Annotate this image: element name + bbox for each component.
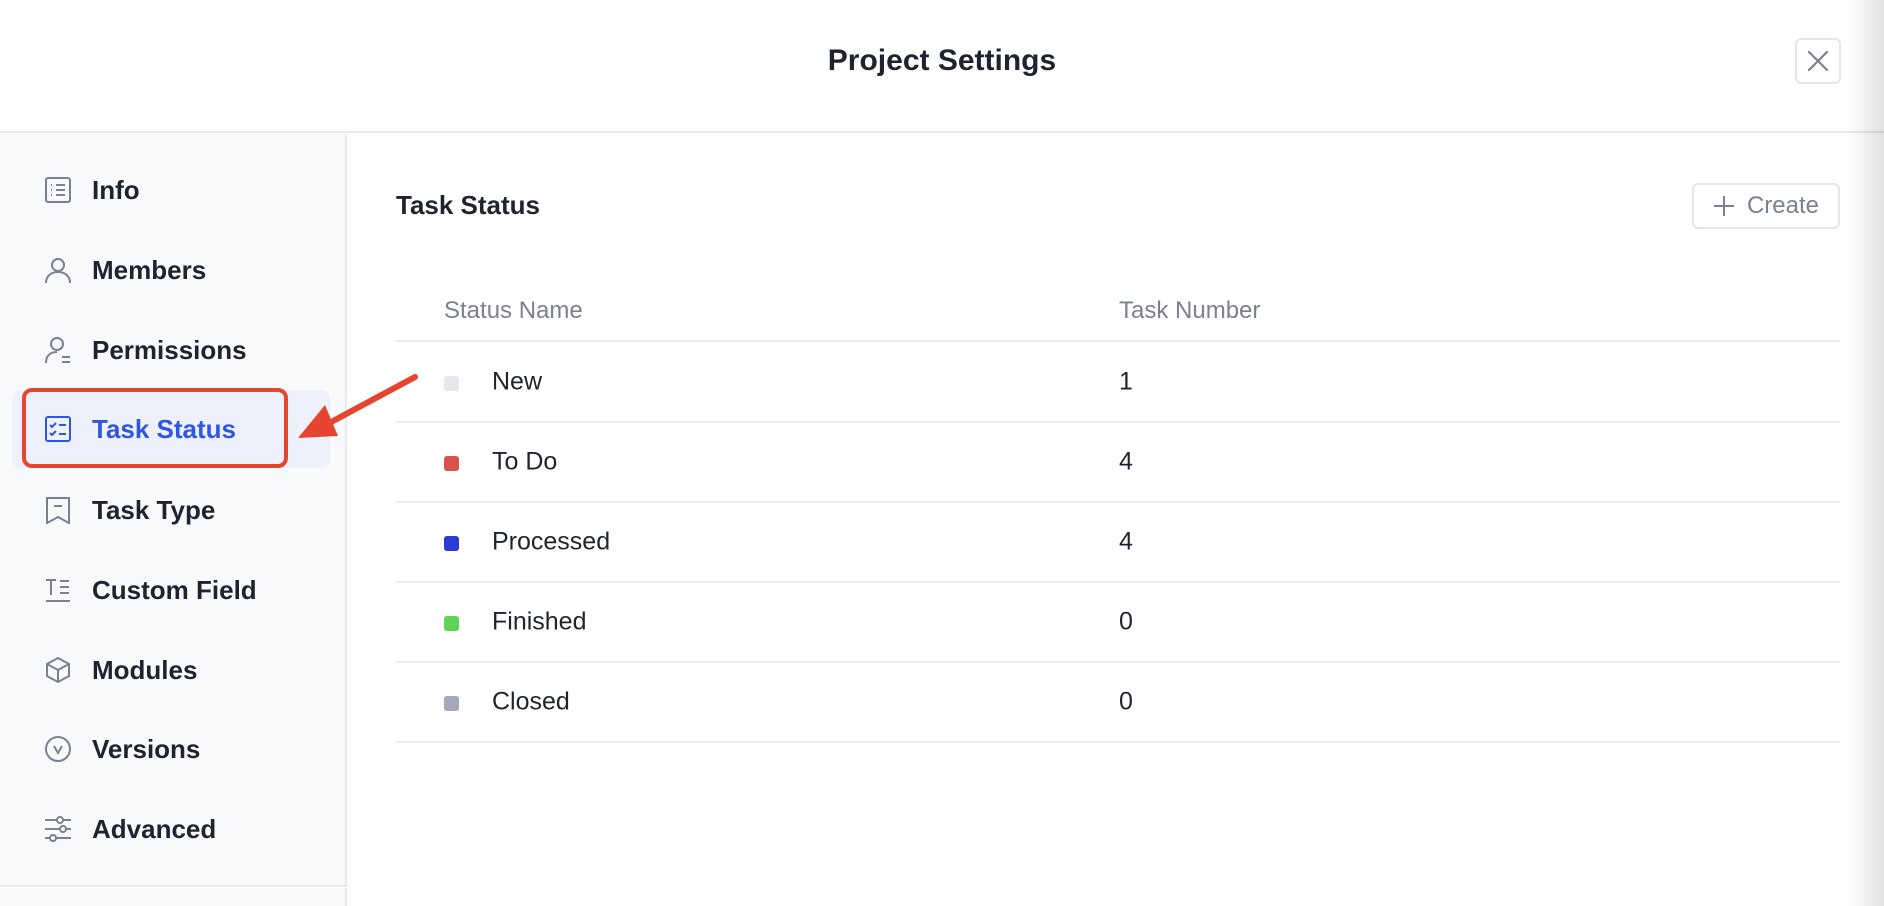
task-number: 0 <box>1119 607 1133 636</box>
sidebar-item-task-status[interactable]: Task Status <box>12 390 330 468</box>
table-row[interactable]: Finished 0 <box>396 583 1840 663</box>
section-title: Task Status <box>396 190 541 220</box>
edge-shadow <box>1848 0 1884 906</box>
column-task-number: Task Number <box>1119 297 1261 324</box>
status-name: Closed <box>492 687 570 716</box>
sidebar-item-label: Custom Field <box>92 574 257 605</box>
status-name: Finished <box>492 607 587 636</box>
task-number: 0 <box>1119 687 1133 716</box>
sidebar-item-label: Members <box>92 254 207 285</box>
status-color-swatch <box>444 616 459 631</box>
table-row[interactable]: Closed 0 <box>396 663 1840 743</box>
plus-icon <box>1713 196 1734 216</box>
sidebar-item-label: Task Status <box>92 413 237 444</box>
table-row[interactable]: Processed 4 <box>396 503 1840 583</box>
close-button[interactable] <box>1795 38 1841 84</box>
sidebar-item-permissions[interactable]: Permissions <box>12 311 330 389</box>
column-status-name: Status Name <box>444 297 583 324</box>
status-color-swatch <box>444 456 459 471</box>
dialog-title: Project Settings <box>827 44 1057 77</box>
status-name: New <box>492 367 543 396</box>
sidebar-item-label: Modules <box>92 654 198 685</box>
status-name: Processed <box>492 527 611 556</box>
sidebar-item-label: Versions <box>92 733 201 764</box>
create-button[interactable]: Create <box>1692 183 1840 229</box>
chevron-circle-icon <box>45 736 71 762</box>
annotation-arrow-icon <box>298 374 418 438</box>
close-icon <box>1807 50 1829 72</box>
task-number: 1 <box>1119 367 1133 396</box>
bookmark-icon <box>46 497 70 524</box>
table-header: Status Name Task Number <box>396 282 1840 342</box>
status-color-swatch <box>444 536 459 551</box>
sidebar-item-versions[interactable]: Versions <box>12 710 330 788</box>
sidebar-item-label: Info <box>92 174 140 205</box>
sidebar-item-label: Advanced <box>92 813 217 844</box>
user-permissions-icon <box>45 337 70 364</box>
status-color-swatch <box>444 376 459 391</box>
cube-icon <box>46 656 70 684</box>
dialog-header: Project Settings <box>0 0 1884 133</box>
status-name: To Do <box>492 447 558 476</box>
table-row[interactable]: To Do 4 <box>396 423 1840 503</box>
sidebar-item-modules[interactable]: Modules <box>12 631 330 709</box>
task-number: 4 <box>1119 527 1133 556</box>
list-icon <box>45 177 71 203</box>
sidebar-item-custom-field[interactable]: Custom Field <box>12 551 330 629</box>
sidebar-item-task-type[interactable]: Task Type <box>12 471 330 549</box>
sidebar-footer <box>0 888 347 906</box>
settings-sidebar: Info Members Permissions Task Status Tas… <box>0 134 347 887</box>
sliders-icon <box>45 816 71 842</box>
sidebar-item-info[interactable]: Info <box>12 151 330 229</box>
table-row[interactable]: New 1 <box>396 343 1840 423</box>
task-number: 4 <box>1119 447 1133 476</box>
sidebar-item-advanced[interactable]: Advanced <box>12 790 330 868</box>
checklist-icon <box>45 416 71 442</box>
user-icon <box>45 258 71 284</box>
text-field-icon <box>46 579 70 602</box>
sidebar-item-label: Permissions <box>92 334 247 365</box>
status-color-swatch <box>444 696 459 711</box>
sidebar-item-members[interactable]: Members <box>12 231 330 309</box>
create-label: Create <box>1746 192 1820 219</box>
sidebar-item-label: Task Type <box>92 494 216 525</box>
